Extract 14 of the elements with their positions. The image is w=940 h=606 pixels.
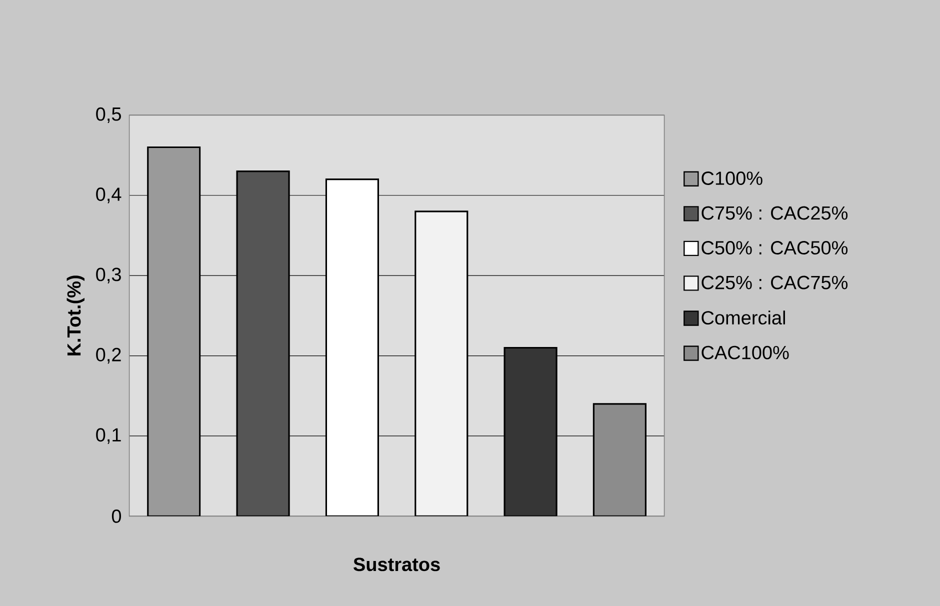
y-tick-label: 0,4 <box>96 188 122 204</box>
legend-label: Comercial <box>702 310 785 325</box>
y-tick-label: 0,3 <box>96 268 121 284</box>
y-tick-label: 0,1 <box>96 428 121 444</box>
y-tick-label: 0,2 <box>96 348 121 364</box>
legend-label: CAC100% <box>702 346 789 360</box>
x-axis-title: Sustratos <box>354 558 440 572</box>
legend-label: C50% : CAC50% <box>702 241 848 255</box>
y-tick-label: 0 <box>112 509 122 523</box>
legend-label: C100% <box>702 172 762 185</box>
y-axis-title: K.Tot.(%) <box>66 276 84 356</box>
legend-label: C75% : CAC25% <box>702 206 848 220</box>
legend-label: C25% : CAC75% <box>702 276 848 290</box>
y-tick-label: 0,5 <box>96 107 121 124</box>
